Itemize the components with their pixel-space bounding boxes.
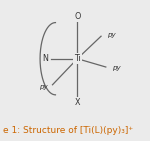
Text: py: py <box>107 32 116 38</box>
Text: Ti: Ti <box>74 54 81 63</box>
Text: py: py <box>39 84 48 90</box>
Text: N: N <box>42 54 48 63</box>
Text: e 1: Structure of [Ti(L)(py)₃]⁺: e 1: Structure of [Ti(L)(py)₃]⁺ <box>3 126 133 135</box>
Text: X: X <box>75 98 80 107</box>
Text: py: py <box>112 65 120 71</box>
Text: O: O <box>74 12 81 21</box>
